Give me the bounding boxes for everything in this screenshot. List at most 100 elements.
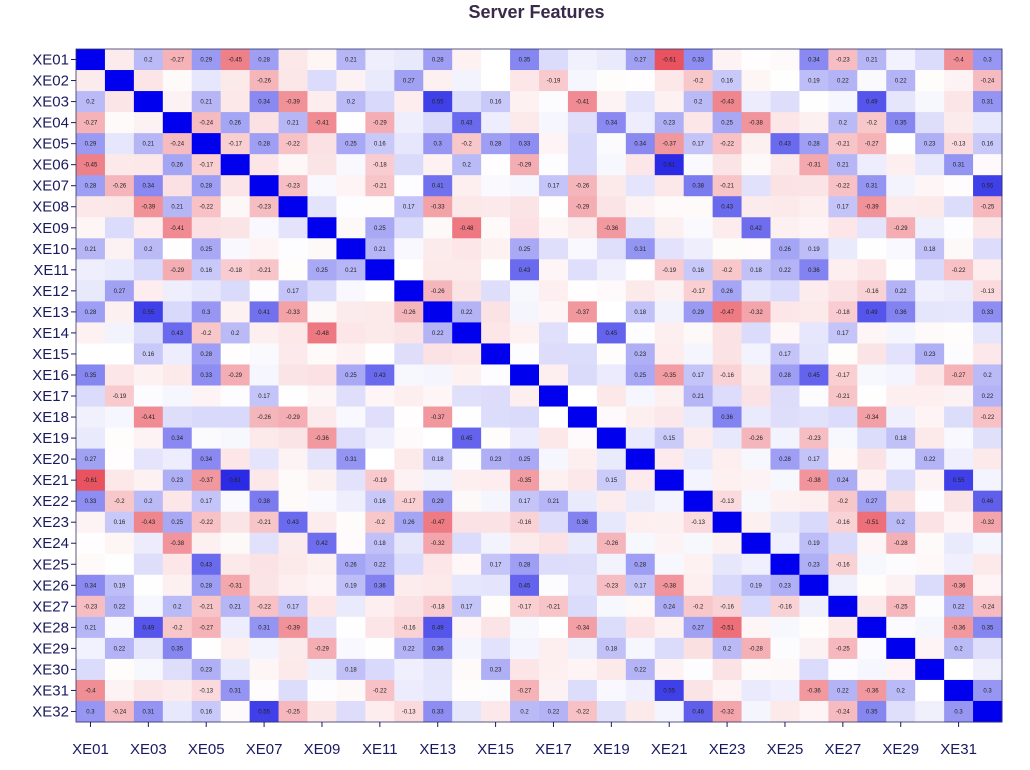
heatmap-cell xyxy=(567,322,598,344)
cell-value-label: -0.36 xyxy=(807,688,821,694)
cell-value-label: 0.21 xyxy=(866,58,878,64)
heatmap-cell xyxy=(423,217,453,239)
cell-value-label: 0.38 xyxy=(258,499,270,505)
cell-value-label: -0.28 xyxy=(749,646,763,652)
cell-value-label: 0.33 xyxy=(519,142,531,148)
heatmap-cell xyxy=(307,511,337,534)
heatmap-cell xyxy=(365,469,395,492)
heatmap-cell xyxy=(683,574,714,597)
heatmap-cell xyxy=(712,595,743,618)
heatmap-cell xyxy=(452,259,482,281)
heatmap-cell xyxy=(336,217,366,239)
heatmap-cell xyxy=(365,448,395,471)
heatmap-cell xyxy=(799,700,829,723)
heatmap-cell xyxy=(654,133,685,155)
heatmap-cell xyxy=(76,301,106,323)
heatmap-cell xyxy=(452,532,482,555)
heatmap-cell xyxy=(654,343,685,365)
heatmap-cell xyxy=(683,280,714,302)
cell-value-label: 0.16 xyxy=(142,352,154,358)
cell-value-label: 0.19 xyxy=(808,79,820,85)
heatmap-cell xyxy=(365,658,395,681)
heatmap-cell xyxy=(857,322,887,344)
cell-value-label: 0.22 xyxy=(953,604,965,610)
x-tick-label: XE15 xyxy=(477,741,514,758)
heatmap-cell xyxy=(191,322,222,344)
cell-value-label: 0.35 xyxy=(85,373,97,379)
heatmap-cell xyxy=(973,511,1003,534)
heatmap-cell xyxy=(915,364,945,386)
heatmap-cell xyxy=(336,385,366,408)
y-tick-label: XE06 xyxy=(32,157,69,174)
heatmap-cell xyxy=(481,469,511,492)
cell-value-label: 0.23 xyxy=(490,457,502,463)
heatmap-cell xyxy=(278,700,308,723)
heatmap-cell xyxy=(886,448,916,471)
heatmap-cell xyxy=(220,700,251,723)
cell-value-label: -0.27 xyxy=(84,121,98,127)
heatmap-cell xyxy=(539,406,569,429)
cell-value-label: 0.49 xyxy=(866,100,878,106)
heatmap-cell xyxy=(481,364,511,386)
heatmap-cell xyxy=(249,70,280,92)
heatmap-cell xyxy=(220,175,251,197)
heatmap-cell xyxy=(481,385,511,408)
heatmap-cell xyxy=(191,448,222,471)
heatmap-cell xyxy=(336,658,366,681)
heatmap-cell xyxy=(249,238,280,260)
cell-value-label: -0.35 xyxy=(518,478,532,484)
heatmap-cell xyxy=(104,532,135,555)
heatmap-cell xyxy=(76,196,106,218)
heatmap-cell xyxy=(828,406,858,429)
cell-value-label: -0.19 xyxy=(662,268,676,274)
heatmap-cell xyxy=(191,511,222,534)
heatmap-cell xyxy=(307,490,337,513)
heatmap-cell xyxy=(886,301,916,323)
heatmap-cell xyxy=(191,679,222,702)
heatmap-cell xyxy=(712,679,743,702)
heatmap-cell xyxy=(191,595,222,618)
cell-value-label: 0.45 xyxy=(808,373,820,379)
heatmap-cell xyxy=(249,154,280,176)
heatmap-cell xyxy=(452,154,482,176)
heatmap-cell xyxy=(162,49,193,71)
heatmap-cell xyxy=(539,637,569,660)
heatmap-cell xyxy=(915,343,945,365)
heatmap-cell xyxy=(452,448,482,471)
heatmap-cell xyxy=(915,280,945,302)
heatmap-cell xyxy=(162,448,193,471)
cell-value-label: -0.16 xyxy=(836,520,850,526)
heatmap-cell xyxy=(104,322,135,344)
heatmap-cell xyxy=(336,175,366,197)
heatmap-cell xyxy=(452,91,482,113)
heatmap-cell xyxy=(712,301,743,323)
cell-value-label: 0.31 xyxy=(345,457,357,463)
cell-value-label: 0.17 xyxy=(692,142,704,148)
cell-value-label: 0.34 xyxy=(605,121,617,127)
heatmap-cell xyxy=(249,385,280,408)
cell-value-label: -0.18 xyxy=(228,268,242,274)
heatmap-cell xyxy=(539,616,569,639)
heatmap-cell xyxy=(336,574,366,597)
heatmap-cell xyxy=(278,532,308,555)
heatmap-cell xyxy=(104,238,135,260)
cell-value-label: 0.38 xyxy=(692,184,704,190)
heatmap-cell xyxy=(857,91,887,113)
heatmap-cell xyxy=(973,217,1003,239)
heatmap-cell xyxy=(76,154,106,176)
heatmap-cell xyxy=(915,448,945,471)
heatmap-cell xyxy=(423,133,453,155)
heatmap-cell xyxy=(712,574,743,597)
heatmap-cell xyxy=(567,595,598,618)
heatmap-cell xyxy=(712,700,743,723)
heatmap-cell xyxy=(567,406,598,429)
heatmap-cell xyxy=(510,343,540,365)
heatmap-cell xyxy=(915,406,945,429)
heatmap-cell xyxy=(394,469,424,492)
cell-value-label: 0.22 xyxy=(461,310,473,316)
cell-value-label: -0.17 xyxy=(402,499,416,505)
heatmap-cell xyxy=(510,259,540,281)
cell-value-label: -0.48 xyxy=(315,331,329,337)
cell-value-label: 0.49 xyxy=(142,625,154,631)
heatmap-cell xyxy=(741,175,771,197)
